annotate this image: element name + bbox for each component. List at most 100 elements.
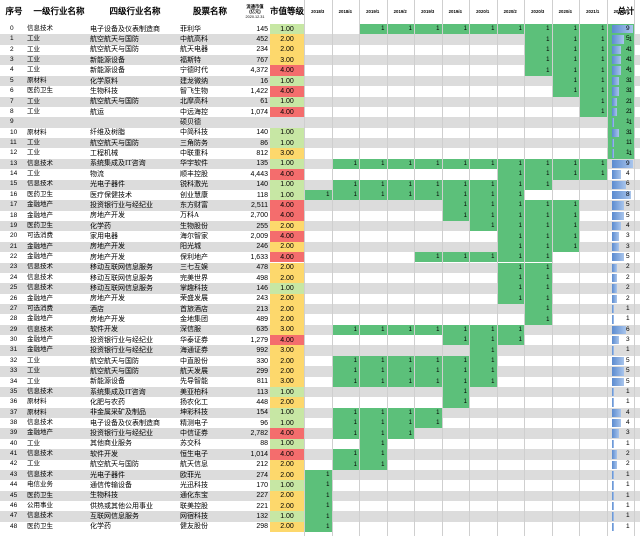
table-row[interactable]: 19 医药卫生 化学药 生物股份 255 2.00 1 1 1 1 4 <box>0 221 640 232</box>
sub-industry-cell[interactable]: 新能源设备 <box>90 377 125 386</box>
quarter-cell[interactable] <box>524 97 552 107</box>
quarter-cell[interactable] <box>414 55 442 65</box>
quarter-cell[interactable]: 1 <box>524 221 552 232</box>
cap-rating-cell[interactable]: 3.00 <box>270 55 304 66</box>
quarter-cell[interactable]: 1 <box>414 158 442 170</box>
header-quarter-2019-4[interactable]: 2019/4 <box>448 8 462 14</box>
quarter-cell[interactable] <box>469 397 497 407</box>
quarter-cell[interactable] <box>469 470 497 480</box>
quarter-cell[interactable] <box>359 128 387 138</box>
quarter-cell[interactable] <box>497 107 525 117</box>
sub-industry-cell[interactable]: 航空航天与国防 <box>90 356 139 365</box>
table-row[interactable]: 27 可选消费 酒店 首旅酒店 213 2.00 1 1 <box>0 303 640 315</box>
quarter-cell[interactable] <box>579 501 607 511</box>
total-cell[interactable]: 2 <box>612 97 640 107</box>
quarter-cell[interactable] <box>442 117 470 127</box>
row-index-cell[interactable]: 46 <box>10 501 18 509</box>
quarter-cell[interactable]: 1 <box>496 241 524 253</box>
row-index-cell[interactable]: 10 <box>10 128 18 136</box>
table-row[interactable]: 24 信息技术 移动互联网信息服务 完美世界 498 2.00 1 1 2 <box>0 272 640 284</box>
total-cell[interactable]: 1 <box>612 304 640 314</box>
quarter-cell[interactable] <box>469 86 497 96</box>
sub-industry-cell[interactable]: 移动互联网信息服务 <box>90 283 153 292</box>
sub-industry-cell[interactable]: 房地产开发 <box>90 211 125 220</box>
cap-rating-cell[interactable]: 1.00 <box>270 480 304 491</box>
cap-rating-cell[interactable]: 3.00 <box>270 324 304 336</box>
total-cell[interactable]: 5 <box>612 211 640 221</box>
stock-name-cell[interactable]: 航天信息 <box>180 460 208 469</box>
quarter-cell[interactable] <box>469 283 497 293</box>
sub-industry-cell[interactable]: 电子设备及仪表制造商 <box>90 418 160 427</box>
market-cap-cell[interactable]: 221 <box>256 502 268 510</box>
quarter-cell[interactable]: 1 <box>496 24 524 35</box>
quarter-cell[interactable] <box>359 242 387 252</box>
quarter-cell[interactable]: 1 <box>331 179 359 190</box>
quarter-cell[interactable] <box>497 117 525 127</box>
quarter-cell[interactable] <box>469 387 497 397</box>
market-cap-cell[interactable]: 2,782 <box>250 430 268 438</box>
quarter-cell[interactable] <box>387 460 415 470</box>
cap-rating-cell[interactable]: 2.00 <box>270 303 304 315</box>
stock-name-cell[interactable]: 福斯特 <box>180 55 201 64</box>
quarter-cell[interactable] <box>387 242 415 252</box>
table-row[interactable]: 32 工业 航空航天与国防 中直股份 330 2.00 1 1 1 1 1 1 5 <box>0 355 640 367</box>
sub-industry-cell[interactable]: 化学原料 <box>90 76 118 85</box>
quarter-cell[interactable] <box>304 180 332 190</box>
quarter-cell[interactable]: 1 <box>331 459 359 470</box>
quarter-cell[interactable] <box>304 76 332 86</box>
market-cap-cell[interactable]: 2,511 <box>251 201 268 209</box>
stock-name-cell[interactable]: 美亚柏科 <box>180 387 208 396</box>
cap-rating-cell[interactable]: 2.00 <box>270 34 304 45</box>
total-cell[interactable]: 5 <box>612 34 640 44</box>
row-index-cell[interactable]: 23 <box>10 263 18 271</box>
quarter-cell[interactable]: 1 <box>304 511 332 522</box>
cap-rating-cell[interactable]: 2.00 <box>270 397 304 408</box>
quarter-cell[interactable]: 1 <box>441 335 469 346</box>
quarter-cell[interactable] <box>304 221 332 231</box>
quarter-cell[interactable]: 1 <box>551 200 579 211</box>
table-row[interactable]: 13 信息技术 系统集成及IT咨询 华宇软件 135 1.00 1 1 1 1 1 1 1 1 1 1 9 <box>0 158 640 170</box>
cap-rating-cell[interactable]: 3.00 <box>270 345 304 356</box>
quarter-cell[interactable]: 1 <box>441 366 469 377</box>
row-index-cell[interactable]: 22 <box>10 253 18 261</box>
quarter-cell[interactable] <box>442 242 470 252</box>
table-row[interactable]: 37 原材料 非金属采矿及制品 坤彩科技 154 1.00 1 1 1 1 4 <box>0 407 640 419</box>
quarter-cell[interactable]: 1 <box>524 158 552 170</box>
market-cap-cell[interactable]: 299 <box>256 367 268 375</box>
quarter-cell[interactable]: 1 <box>359 324 387 336</box>
quarter-cell[interactable] <box>414 263 442 273</box>
industry-cell[interactable]: 信息技术 <box>27 418 53 426</box>
stock-name-cell[interactable]: 华泰证券 <box>180 335 208 344</box>
quarter-cell[interactable]: 1 <box>524 55 552 66</box>
quarter-cell[interactable] <box>552 470 580 480</box>
quarter-cell[interactable] <box>387 294 415 304</box>
quarter-cell[interactable] <box>442 294 470 304</box>
quarter-cell[interactable] <box>414 304 442 314</box>
market-cap-cell[interactable]: 489 <box>256 316 268 324</box>
quarter-cell[interactable] <box>497 55 525 65</box>
cap-rating-cell[interactable]: 2.00 <box>270 241 304 253</box>
quarter-cell[interactable] <box>387 273 415 283</box>
header-quarter-2021-2[interactable]: 2021/2 <box>613 8 627 14</box>
row-index-cell[interactable]: 43 <box>10 470 18 478</box>
stock-name-cell[interactable]: 联美控股 <box>180 501 208 510</box>
sub-industry-cell[interactable]: 系统集成及IT咨询 <box>90 159 146 168</box>
quarter-cell[interactable] <box>332 242 360 252</box>
quarter-cell[interactable] <box>524 491 552 501</box>
quarter-cell[interactable] <box>579 180 607 190</box>
cap-rating-cell[interactable]: 2.00 <box>270 459 304 470</box>
quarter-cell[interactable] <box>359 397 387 407</box>
market-cap-cell[interactable]: 4,372 <box>250 67 268 75</box>
quarter-cell[interactable] <box>552 180 580 190</box>
quarter-cell[interactable] <box>387 345 415 355</box>
quarter-cell[interactable] <box>304 335 332 345</box>
quarter-cell[interactable]: 1 <box>579 34 607 45</box>
cap-rating-cell[interactable]: 2.00 <box>270 221 304 232</box>
quarter-cell[interactable] <box>469 65 497 75</box>
cap-rating-cell[interactable]: 4.00 <box>270 428 304 439</box>
row-index-cell[interactable]: 12 <box>10 149 18 157</box>
quarter-cell[interactable] <box>579 200 607 210</box>
quarter-cell[interactable] <box>304 408 332 418</box>
stock-name-cell[interactable]: 中直股份 <box>180 356 208 365</box>
table-row[interactable]: 42 工业 航空航天与国防 航天信息 212 2.00 1 1 2 <box>0 459 640 470</box>
